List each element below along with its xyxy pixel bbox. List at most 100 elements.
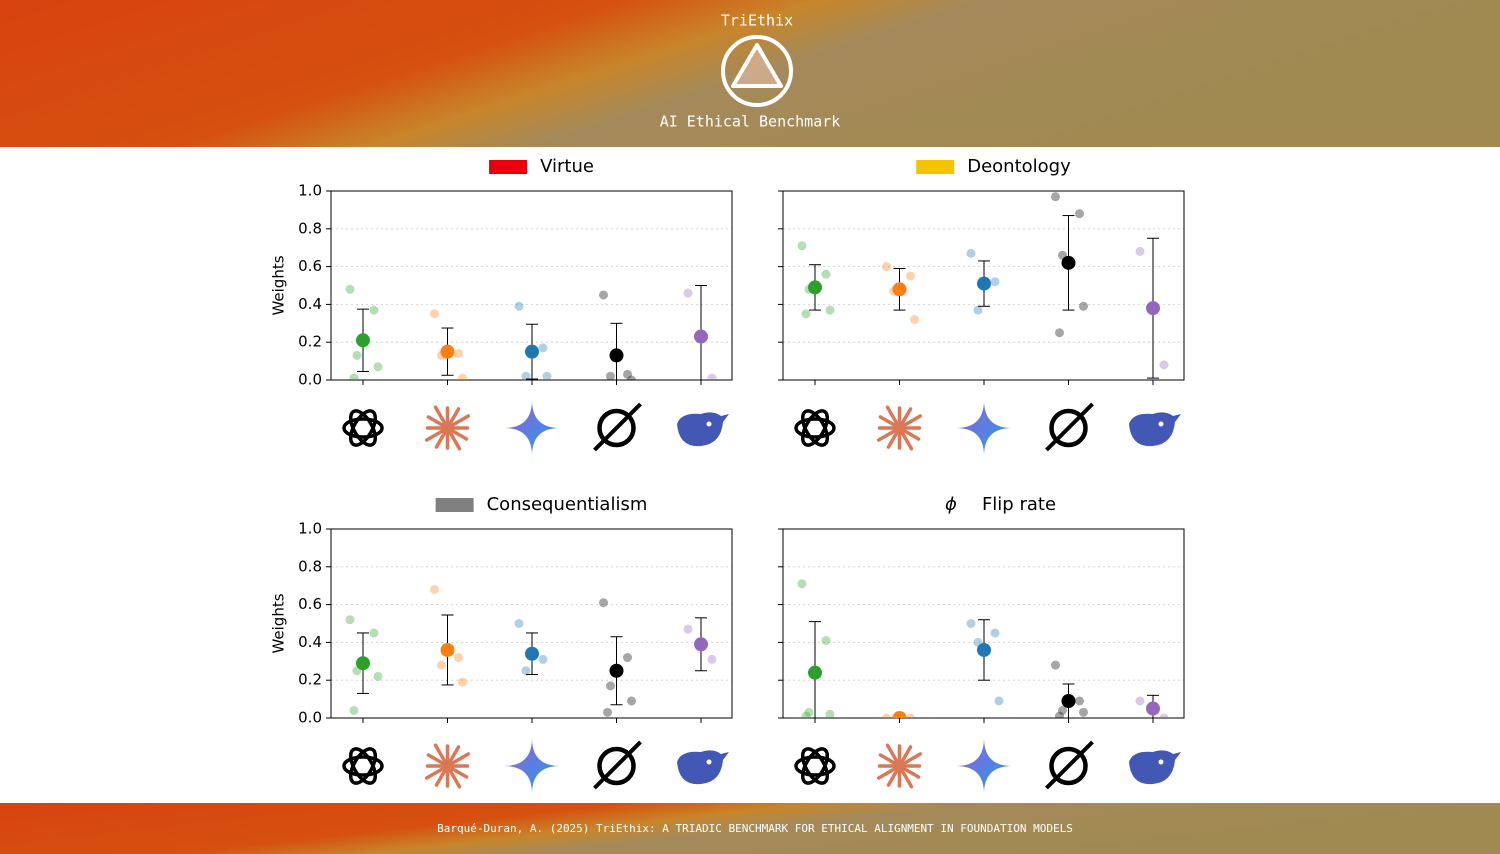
sample-point	[345, 615, 355, 625]
model-icon	[794, 755, 836, 777]
model-icon	[1158, 759, 1164, 765]
sample-point	[1079, 707, 1088, 717]
sample-point	[345, 284, 355, 294]
sample-point	[1159, 713, 1169, 718]
mean-point	[1146, 301, 1160, 316]
model-icon	[348, 409, 378, 447]
sample-point	[821, 636, 831, 646]
model-icon	[426, 415, 450, 430]
model-icon	[706, 759, 712, 765]
sample-point	[369, 628, 379, 638]
sample-point	[606, 371, 615, 380]
sample-point	[538, 654, 548, 664]
mean-point	[1061, 693, 1076, 708]
model-icon	[878, 753, 902, 768]
sample-point	[521, 666, 531, 676]
model-icon	[876, 426, 902, 442]
sample-point	[627, 696, 636, 706]
sample-point	[910, 315, 919, 325]
sample-point	[683, 288, 693, 298]
sample-point	[454, 653, 463, 663]
sample-point	[906, 713, 915, 718]
sample-point	[430, 584, 439, 594]
model-icon	[424, 426, 450, 442]
sample-point	[599, 598, 608, 608]
sample-point	[882, 713, 891, 718]
y-tick-label: 0.6	[298, 595, 322, 613]
sample-point	[349, 705, 359, 715]
mean-point	[609, 663, 624, 678]
model-icon	[342, 417, 384, 439]
sample-point	[599, 290, 608, 300]
mean-point	[440, 344, 455, 359]
title-symbol: ϕ	[945, 494, 957, 515]
panel-title: Flip rate	[982, 494, 1056, 515]
model-icon	[348, 747, 378, 785]
model-icon	[434, 764, 450, 787]
mean-point	[977, 642, 991, 657]
model-icon	[1129, 412, 1181, 447]
model-icon	[445, 764, 462, 789]
sample-point	[973, 305, 983, 315]
sample-point	[882, 262, 891, 272]
sample-point	[797, 579, 807, 589]
model-icon	[348, 747, 378, 785]
y-tick-label: 1.0	[298, 182, 322, 200]
model-icon	[593, 402, 642, 452]
model-icon	[593, 740, 642, 790]
logo	[721, 35, 793, 107]
model-icon	[800, 409, 830, 447]
title-swatch	[489, 160, 528, 174]
model-icon	[445, 752, 471, 768]
model-icon	[897, 745, 913, 768]
panel: Deontology	[778, 156, 1185, 456]
sample-point	[538, 343, 548, 353]
sample-point	[1055, 328, 1064, 338]
mean-point	[892, 282, 907, 297]
sample-point	[966, 248, 976, 258]
mean-point	[694, 329, 708, 344]
model-icon	[885, 405, 902, 430]
y-tick-label: 0.8	[298, 219, 322, 237]
sample-point	[707, 373, 717, 380]
model-icon	[434, 426, 450, 449]
model-icon	[445, 764, 469, 779]
sample-point	[1079, 301, 1088, 311]
sample-point	[603, 707, 612, 717]
mean-point	[1061, 255, 1076, 270]
model-icon	[886, 764, 902, 787]
sample-point	[623, 369, 632, 379]
model-icon	[426, 753, 450, 768]
sample-point	[683, 624, 693, 634]
sample-point	[1135, 246, 1145, 256]
footer-citation: Barqué-Duran, A. (2025) TriEthix: A TRIA…	[437, 822, 1073, 835]
model-icon	[445, 745, 461, 768]
sample-point	[801, 711, 811, 718]
sample-point	[1051, 192, 1060, 202]
model-icon	[433, 405, 450, 430]
data-layer	[797, 579, 1169, 718]
sample-point	[514, 619, 524, 628]
mean-point	[356, 333, 370, 348]
model-icon	[800, 409, 830, 447]
sample-point	[797, 241, 807, 251]
model-icon	[597, 408, 636, 448]
model-icon	[897, 752, 923, 768]
y-tick-label: 0.8	[298, 557, 322, 575]
model-icon	[897, 407, 913, 430]
panel: Flip rate ϕ	[778, 494, 1185, 794]
y-axis-label: Weights	[270, 593, 288, 653]
model-icon	[677, 750, 729, 785]
sample-point	[821, 269, 831, 279]
data-layer	[345, 284, 717, 380]
model-icon	[1158, 421, 1164, 427]
mean-point	[694, 637, 708, 652]
data-layer	[797, 192, 1169, 379]
mean-point	[525, 646, 539, 661]
model-icon	[1045, 740, 1094, 790]
plot-frame	[330, 528, 733, 719]
mean-point	[609, 348, 624, 363]
y-tick-label: 0.0	[298, 371, 322, 389]
sample-point	[627, 375, 636, 380]
